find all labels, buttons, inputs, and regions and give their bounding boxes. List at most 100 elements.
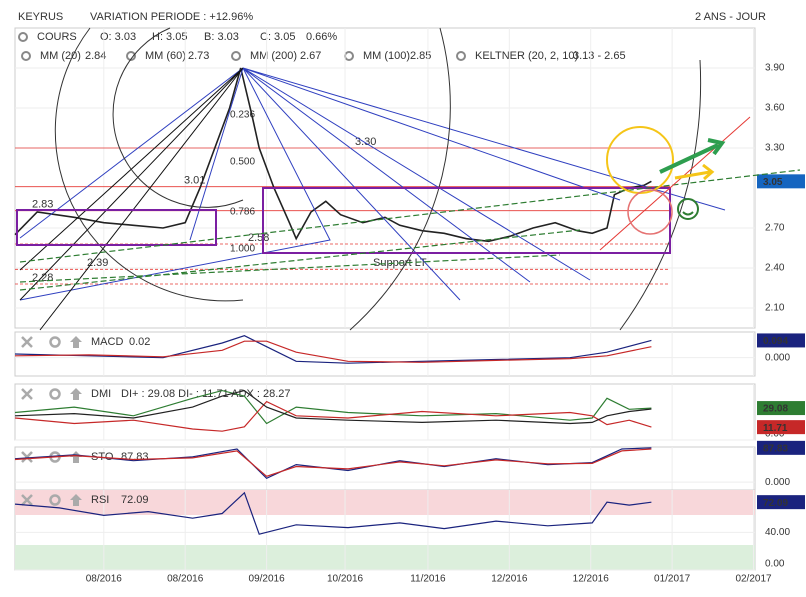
last-value-label: 3.05	[763, 177, 783, 188]
legend-ma-name: KELTNER (20, 2, 10)	[475, 50, 578, 62]
y-tick-label: 40.00	[765, 527, 790, 538]
last-value-box	[757, 495, 805, 510]
settings-icon	[49, 494, 61, 506]
gear-icon	[231, 51, 241, 61]
level-label: 2.28	[32, 272, 53, 284]
level-label: 2.83	[32, 199, 53, 211]
stock-name: KEYRUS	[18, 11, 63, 23]
y-tick-label: 0.000	[765, 477, 790, 488]
y-tick-label: 2.40	[765, 263, 785, 274]
fib-label: 0.236	[230, 110, 255, 121]
x-tick-label: 12/2016	[573, 574, 610, 585]
variation: VARIATION PERIODE : +12.96%	[90, 11, 253, 23]
last-value-box	[757, 420, 805, 435]
arrow-right	[674, 163, 715, 181]
last-value-box	[757, 333, 805, 348]
y-tick-label: 0.00	[765, 559, 785, 570]
legend-ma-name: MM (100)	[363, 50, 410, 62]
series-line	[14, 389, 652, 425]
arcs	[54, 27, 702, 331]
x-tick-label: 10/2016	[327, 574, 364, 585]
trend-line-red	[599, 116, 751, 251]
overbought-zone	[15, 490, 755, 515]
legend-ma-value: 2.67	[300, 50, 321, 62]
x-tick-label: 01/2017	[654, 574, 691, 585]
x-tick-label: 12/2016	[491, 574, 528, 585]
indicator-name: DMI	[91, 388, 111, 400]
fib-label: 0.786	[230, 207, 255, 218]
legend-change: 0.66%	[306, 31, 337, 43]
trend-lines	[19, 169, 801, 291]
period: 2 ANS - JOUR	[695, 11, 766, 23]
close-icon	[21, 388, 33, 400]
fib-label: 0.500	[230, 157, 255, 168]
move-icon	[70, 336, 82, 348]
settings-icon	[49, 388, 61, 400]
indicator-name: MACD	[91, 336, 123, 348]
legend-ma-name: MM (60)	[145, 50, 186, 62]
x-tick-label: 02/2017	[735, 574, 772, 585]
series-line	[14, 448, 652, 477]
legend-ma-value: 2.85	[410, 50, 431, 62]
series-line	[14, 67, 652, 243]
last-value-box	[757, 174, 805, 189]
legend-ma-value: 3.13 - 2.65	[573, 50, 626, 62]
gear-icon	[126, 51, 136, 61]
fib-label: 1.000	[230, 244, 255, 255]
level-label: 2.58	[248, 232, 269, 244]
last-value-label: 87.83	[763, 443, 788, 454]
y-tick-label: 3.90	[765, 63, 785, 74]
last-value-label: 72.09	[763, 498, 788, 509]
series-line	[14, 400, 652, 432]
legend-ma-value: 2.84	[85, 50, 106, 62]
smiley	[677, 198, 699, 220]
level-label: 2.39	[87, 257, 108, 269]
legend-ohlc: B: 3.03	[204, 31, 239, 43]
close-icon	[21, 494, 33, 506]
legend-cours: COURS	[37, 31, 77, 43]
last-value-box	[757, 440, 805, 455]
last-value-label: 11.71	[763, 423, 788, 434]
indicator-value: 72.09	[121, 494, 149, 506]
move-icon	[70, 494, 82, 506]
gear-icon	[18, 32, 28, 42]
y-tick-label: 2.10	[765, 303, 785, 314]
indicator-value: 0.02	[129, 336, 150, 348]
legend-ma-name: MM (200)	[250, 50, 297, 62]
close-icon	[21, 336, 33, 348]
fan-lines	[19, 67, 726, 301]
indicator-name: RSI	[91, 494, 109, 506]
close-icon	[21, 451, 33, 463]
indicator-value: DI+ : 29.08 DI- : 11.71 ADX : 28.27	[121, 388, 290, 400]
y-tick-label: 2.70	[765, 223, 785, 234]
settings-icon	[49, 336, 61, 348]
y-tick-label: 3.60	[765, 103, 785, 114]
x-tick-label: 09/2016	[249, 574, 286, 585]
range-box	[16, 209, 217, 246]
series-line	[14, 389, 652, 425]
legend-ohlc: C: 3.05	[260, 31, 295, 43]
legend-ohlc: H: 3.05	[152, 31, 187, 43]
series-line	[14, 491, 652, 535]
y-tick-label: 3.30	[765, 143, 785, 154]
highlight-circle	[627, 189, 673, 235]
panel-frame	[14, 27, 756, 329]
legend-ohlc: O: 3.03	[100, 31, 136, 43]
x-tick-label: 08/2016	[167, 574, 204, 585]
y-tick-label: 0.000	[765, 352, 790, 363]
series-line	[14, 340, 652, 363]
x-tick-label: 11/2016	[410, 574, 446, 585]
last-value-label: 0.094	[763, 336, 788, 347]
last-value-label: 29.08	[763, 404, 788, 415]
move-icon	[70, 388, 82, 400]
level-label: 3.30	[355, 136, 376, 148]
gear-icon	[456, 51, 466, 61]
arrow-up	[659, 138, 726, 174]
oversold-zone	[15, 545, 755, 570]
drawings	[16, 27, 801, 331]
series-line	[14, 335, 652, 364]
last-value-box	[757, 401, 805, 416]
level-label: 3.01	[184, 175, 205, 187]
x-tick-label: 08/2016	[86, 574, 123, 585]
